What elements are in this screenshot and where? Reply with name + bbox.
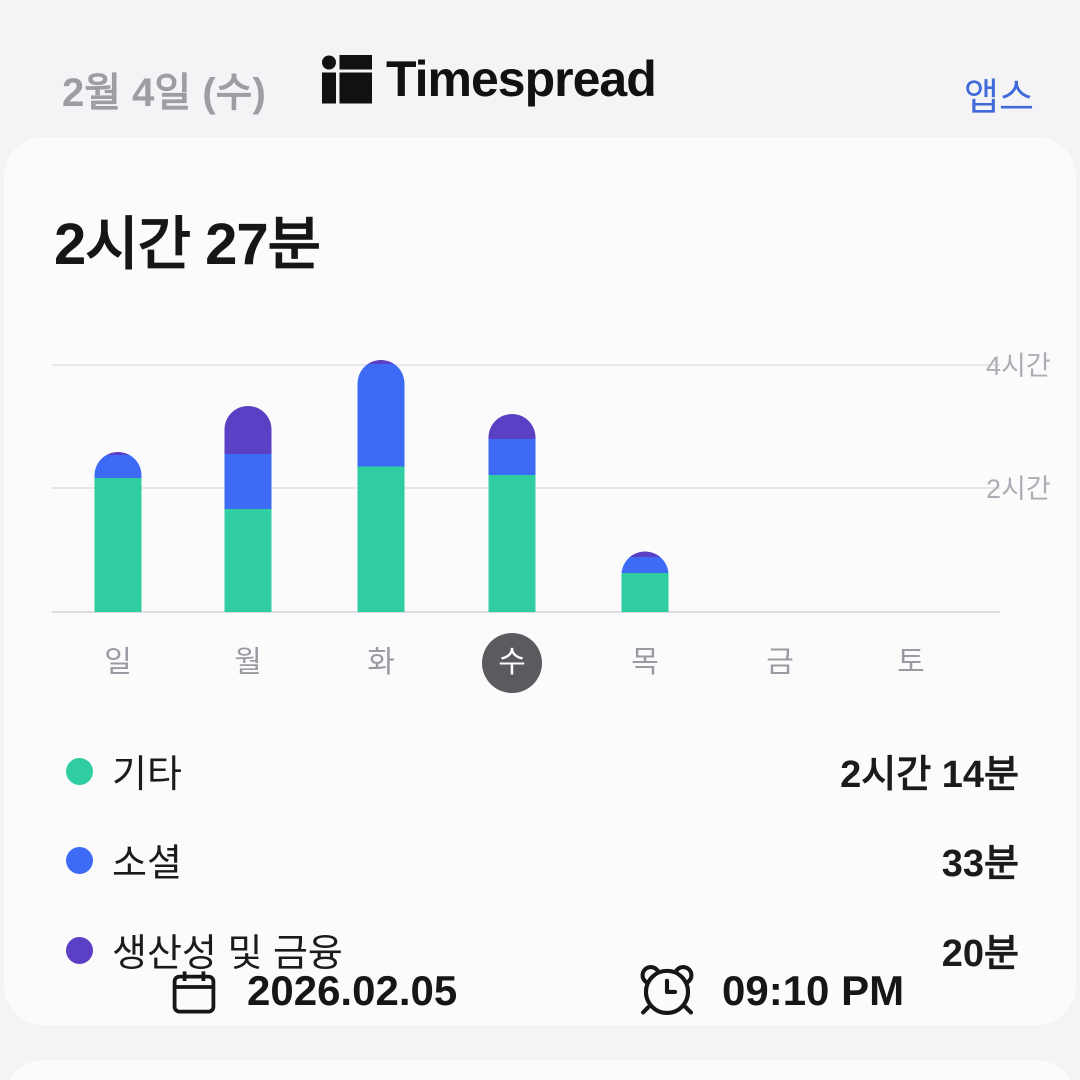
svg-text:화: 화 (367, 646, 395, 679)
svg-text:일: 일 (104, 646, 132, 679)
svg-text:목: 목 (631, 646, 659, 679)
svg-text:4시간: 4시간 (986, 351, 1051, 381)
svg-text:금: 금 (766, 646, 794, 679)
svg-text:월: 월 (234, 646, 262, 679)
svg-text:토: 토 (897, 646, 925, 679)
svg-text:2시간: 2시간 (986, 474, 1051, 504)
svg-text:수: 수 (498, 646, 526, 679)
